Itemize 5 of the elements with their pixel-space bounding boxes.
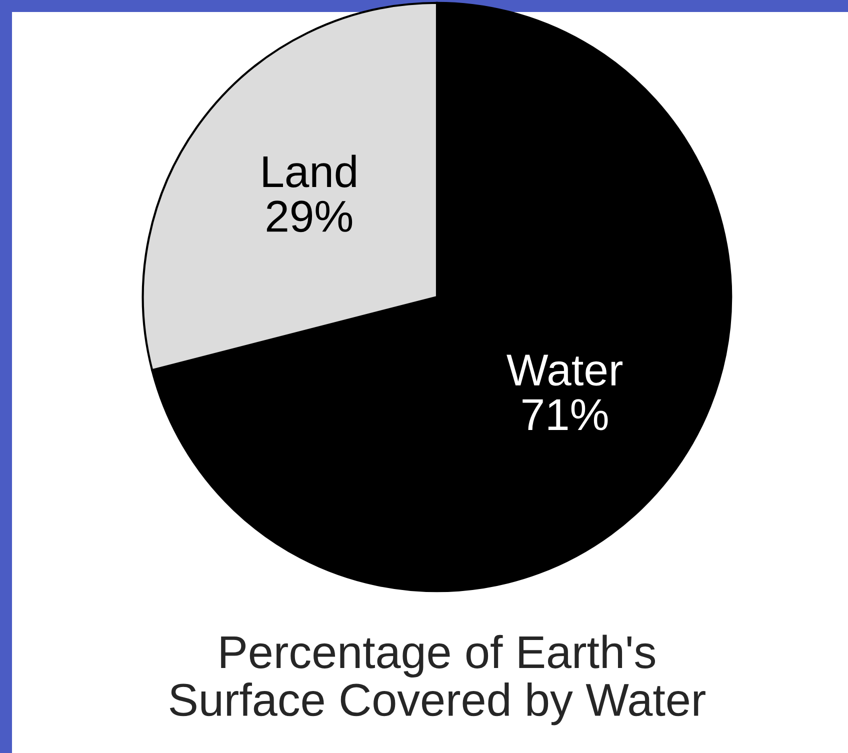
text: Percentage of Earth's Surface Covered by Water bbox=[170, 634, 706, 726]
data-label: 71% bbox=[522, 399, 608, 430]
data-label: 29% bbox=[266, 200, 352, 232]
slice-label: Water bbox=[506, 354, 623, 386]
slice-label: Land bbox=[263, 154, 356, 188]
